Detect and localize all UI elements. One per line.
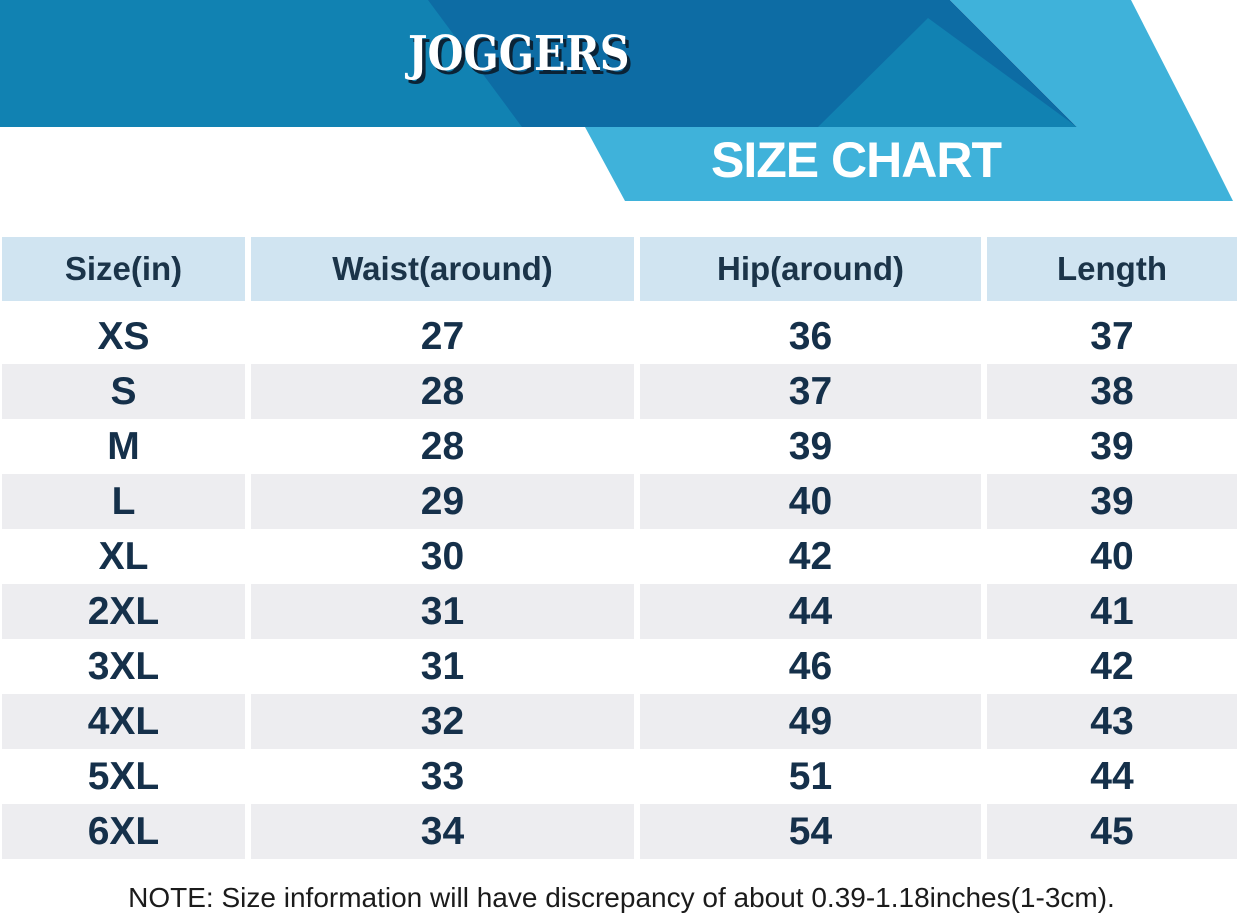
value-cell: 27 (251, 309, 634, 364)
value-cell: 28 (251, 419, 634, 474)
banner-shapes (0, 0, 1233, 201)
table-body: XS 27 36 37 S 28 37 38 M 28 39 39 L 29 40 39 XL 30 42 40 2XL… (2, 309, 1237, 859)
value-cell: 51 (640, 749, 981, 804)
value-cell: 29 (251, 474, 634, 529)
value-cell: 34 (251, 804, 634, 859)
size-table: Size(in) Waist(around) Hip(around) Length X… (2, 237, 1237, 859)
value-cell: 33 (251, 749, 634, 804)
value-cell: 42 (640, 529, 981, 584)
size-cell: S (2, 364, 245, 419)
size-cell: XL (2, 529, 245, 584)
value-cell: 41 (987, 584, 1237, 639)
product-title: JOGGERS (408, 26, 630, 82)
table-row: S 28 37 38 (2, 364, 1237, 419)
value-cell: 54 (640, 804, 981, 859)
size-cell: 4XL (2, 694, 245, 749)
value-cell: 46 (640, 639, 981, 694)
table-row: XS 27 36 37 (2, 309, 1237, 364)
table-row: M 28 39 39 (2, 419, 1237, 474)
table-row: 3XL 31 46 42 (2, 639, 1237, 694)
value-cell: 37 (987, 309, 1237, 364)
value-cell: 45 (987, 804, 1237, 859)
table-row: 2XL 31 44 41 (2, 584, 1237, 639)
banner-shape-cyan-ribbon (585, 127, 1233, 201)
value-cell: 39 (987, 419, 1237, 474)
header-banner: JOGGERS SIZE CHART (0, 0, 1243, 210)
value-cell: 44 (987, 749, 1237, 804)
value-cell: 43 (987, 694, 1237, 749)
value-cell: 40 (640, 474, 981, 529)
size-cell: 3XL (2, 639, 245, 694)
size-cell: 6XL (2, 804, 245, 859)
value-cell: 39 (640, 419, 981, 474)
column-header: Waist(around) (251, 237, 634, 301)
column-header: Length (987, 237, 1237, 301)
banner-title: SIZE CHART (711, 132, 1002, 188)
table-row: 5XL 33 51 44 (2, 749, 1237, 804)
size-cell: M (2, 419, 245, 474)
table-row: 6XL 34 54 45 (2, 804, 1237, 859)
banner-shape-cyan-top (950, 0, 1196, 127)
note-text: NOTE: Size information will have discrep… (128, 882, 1115, 913)
value-cell: 40 (987, 529, 1237, 584)
table-row: L 29 40 39 (2, 474, 1237, 529)
value-cell: 44 (640, 584, 981, 639)
size-cell: 5XL (2, 749, 245, 804)
value-cell: 31 (251, 584, 634, 639)
column-header: Size(in) (2, 237, 245, 301)
size-cell: L (2, 474, 245, 529)
value-cell: 30 (251, 529, 634, 584)
banner-shape-medium-fold (818, 18, 1077, 127)
value-cell: 28 (251, 364, 634, 419)
value-cell: 42 (987, 639, 1237, 694)
value-cell: 49 (640, 694, 981, 749)
column-header: Hip(around) (640, 237, 981, 301)
value-cell: 31 (251, 639, 634, 694)
size-cell: XS (2, 309, 245, 364)
table-row: XL 30 42 40 (2, 529, 1237, 584)
table-row: 4XL 32 49 43 (2, 694, 1237, 749)
table-header-row: Size(in) Waist(around) Hip(around) Length (2, 237, 1237, 301)
value-cell: 38 (987, 364, 1237, 419)
size-cell: 2XL (2, 584, 245, 639)
value-cell: 32 (251, 694, 634, 749)
value-cell: 39 (987, 474, 1237, 529)
value-cell: 36 (640, 309, 981, 364)
value-cell: 37 (640, 364, 981, 419)
